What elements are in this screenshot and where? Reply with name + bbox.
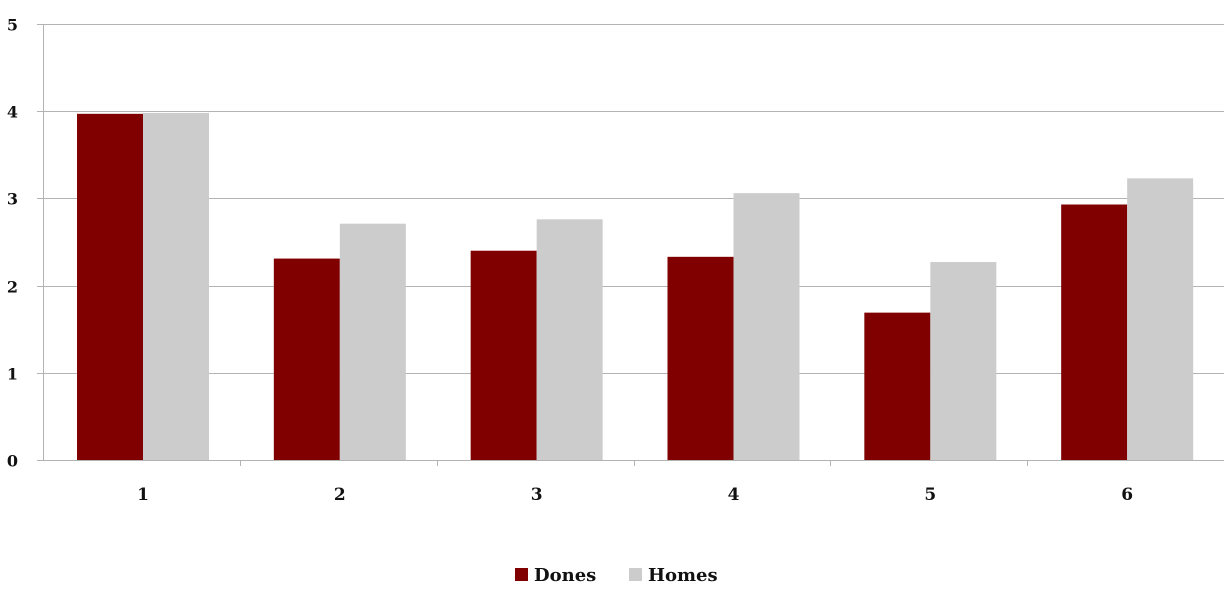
- gridlines: [43, 24, 1224, 374]
- bar-homes-6: [1127, 178, 1194, 460]
- bar-homes-3: [536, 219, 603, 460]
- bar-dones-2: [273, 258, 340, 460]
- bar-homes-5: [930, 262, 997, 460]
- axes: [37, 24, 1224, 466]
- y-tick-label: 5: [7, 16, 18, 35]
- bar-homes-2: [339, 223, 406, 460]
- x-tick-label: 3: [531, 485, 543, 505]
- y-axis-tick-labels: 0 1 2 3 4 5: [7, 16, 18, 471]
- legend-label-dones: Dones: [534, 565, 596, 585]
- legend-swatch-dones: [515, 568, 528, 581]
- x-tick-label: 4: [728, 485, 740, 505]
- bar-dones-6: [1061, 204, 1128, 460]
- legend: Dones Homes: [515, 565, 718, 586]
- bar-homes-4: [733, 193, 800, 460]
- legend-swatch-homes: [629, 568, 642, 581]
- bar-dones-3: [470, 250, 537, 460]
- x-tick-label: 5: [924, 485, 936, 505]
- bar-dones-4: [667, 256, 734, 460]
- x-tick-label: 6: [1121, 485, 1133, 505]
- y-tick-label: 0: [7, 452, 18, 471]
- bar-homes-1: [143, 112, 209, 460]
- y-tick-label: 3: [7, 190, 18, 209]
- bars: [77, 112, 1194, 460]
- bar-dones-1: [77, 113, 143, 460]
- legend-label-homes: Homes: [648, 565, 718, 585]
- x-tick-label: 2: [334, 485, 346, 505]
- y-tick-label: 1: [7, 365, 18, 384]
- x-tick-label: 1: [137, 485, 149, 505]
- bar-dones-5: [864, 312, 931, 460]
- y-tick-label: 4: [7, 103, 18, 122]
- x-axis-tick-labels: 1 2 3 4 5 6: [137, 485, 1133, 505]
- y-tick-label: 2: [7, 278, 18, 297]
